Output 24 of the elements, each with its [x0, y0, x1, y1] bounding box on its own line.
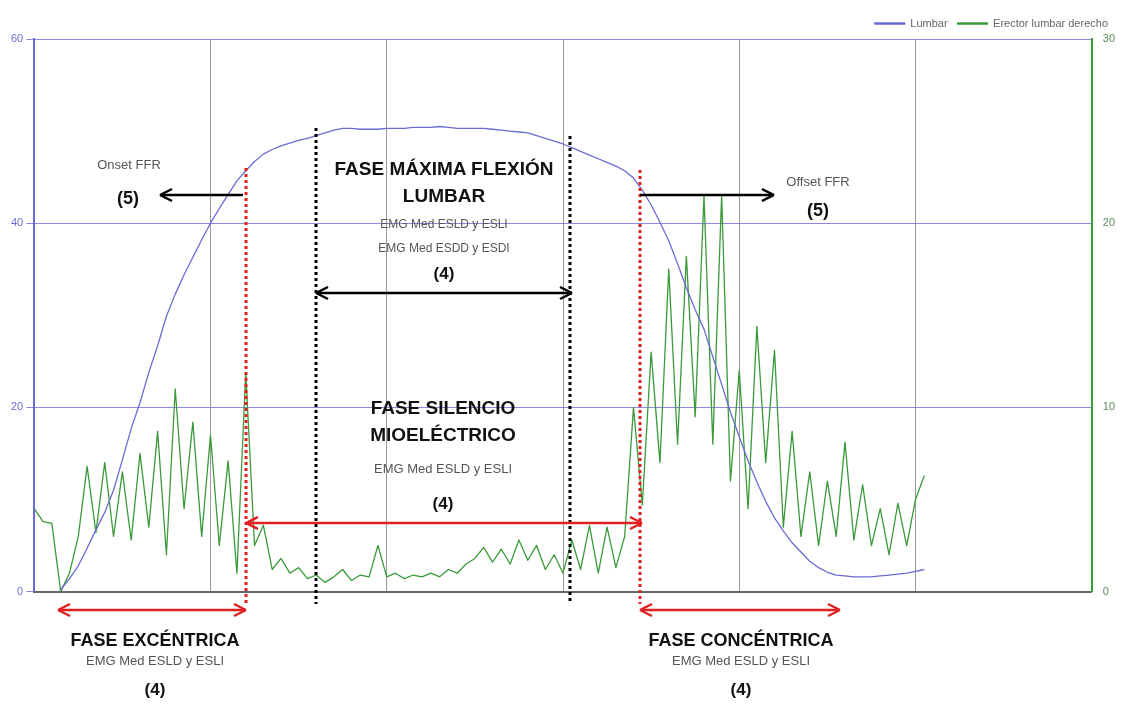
- text: (4): [729, 679, 753, 701]
- text: FASE EXCÉNTRICA: [69, 628, 241, 652]
- annotation: Onset FFR: [96, 156, 162, 174]
- y2-tick-label: 20: [1102, 216, 1116, 229]
- annotation: (5): [116, 187, 140, 210]
- annotation: FASE SILENCIO MIOELÉCTRICO: [369, 396, 517, 447]
- annotation: Offset FFR: [785, 173, 851, 191]
- y-tick-label: 0: [17, 584, 24, 597]
- y-tick-label: 40: [10, 216, 24, 229]
- text: FASE CONCÉNTRICA: [647, 628, 835, 652]
- legend-label: Erector lumbar derecho: [993, 16, 1109, 29]
- annotation: (5): [806, 199, 830, 222]
- annotation: (4): [432, 263, 456, 285]
- y2-tick-label: 10: [1102, 400, 1116, 413]
- text: (4): [143, 679, 167, 701]
- text: EMG Med ESLD y ESLI: [85, 652, 225, 670]
- annotation: (4): [431, 493, 455, 515]
- y-tick-label: 60: [10, 32, 24, 45]
- text: EMG Med ESLD y ESLI: [671, 652, 811, 670]
- y2-tick-label: 0: [1102, 584, 1109, 597]
- legend-label: Lumbar: [910, 16, 948, 29]
- y-tick-label: 20: [10, 400, 24, 413]
- annotation: FASE MÁXIMA FLEXIÓN LUMBAR: [333, 157, 555, 208]
- y2-tick-label: 30: [1102, 32, 1116, 45]
